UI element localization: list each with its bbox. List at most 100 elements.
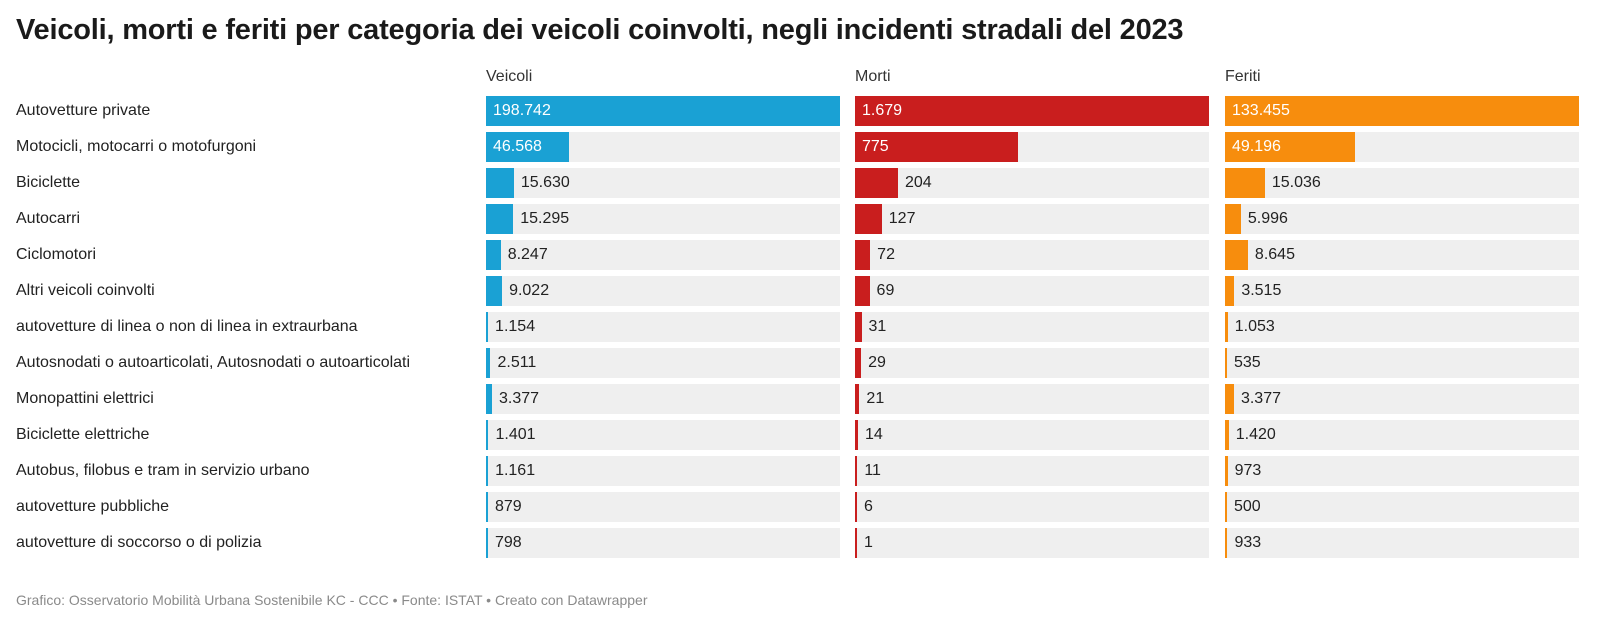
bar-morti	[855, 528, 857, 558]
value-label: 8.247	[507, 246, 548, 263]
row-label: Biciclette elettriche	[16, 426, 150, 443]
value-label: 15.295	[520, 210, 570, 227]
bar-track: 1.420	[1225, 420, 1579, 450]
bar-veicoli	[486, 528, 488, 558]
bar-veicoli	[486, 168, 514, 198]
bar-morti	[855, 312, 862, 342]
value-label: 3.377	[499, 390, 540, 407]
column-header-0: Veicoli	[486, 68, 533, 85]
bar-track: 973	[1225, 456, 1579, 486]
bar-morti	[855, 420, 858, 450]
bar-veicoli	[486, 240, 501, 270]
bar-track: 204	[855, 168, 1209, 198]
value-label: 9.022	[509, 282, 550, 299]
row-label: autovetture di soccorso o di polizia	[16, 534, 262, 551]
bar-track: 8.645	[1225, 240, 1579, 270]
bar-veicoli	[486, 276, 503, 306]
bar-feriti	[1225, 528, 1228, 558]
bar-track: 69	[855, 276, 1209, 306]
bar-veicoli	[486, 132, 569, 162]
bar-track: 1.053	[1225, 312, 1579, 342]
value-label: 3.515	[1241, 282, 1282, 299]
bar-feriti	[1225, 348, 1227, 378]
row-label: Altri veicoli coinvolti	[16, 282, 155, 299]
bar-feriti	[1225, 132, 1356, 162]
bar-track: 15.295	[486, 204, 840, 234]
row-label: Autosnodati o autoarticolati, Autosnodat…	[16, 354, 411, 371]
row-label: autovetture di linea o non di linea in e…	[16, 318, 358, 335]
bar-track: 5.996	[1225, 204, 1579, 234]
bar-feriti	[1225, 384, 1234, 414]
bar-track: 535	[1225, 348, 1579, 378]
row-label: Motocicli, motocarri o motofurgoni	[16, 138, 257, 155]
value-label: 933	[1234, 534, 1262, 551]
bar-track: 21	[855, 384, 1209, 414]
row-label: Autocarri	[16, 210, 81, 227]
row-label: Biciclette	[16, 174, 81, 191]
column-header-1: Morti	[855, 68, 891, 85]
bar-morti	[855, 204, 882, 234]
value-label: 775	[862, 138, 889, 155]
value-label: 535	[1234, 354, 1261, 371]
value-label: 133.455	[1232, 102, 1290, 119]
bar-track: 3.377	[486, 384, 840, 414]
value-label: 1.053	[1234, 318, 1275, 335]
bar-veicoli	[486, 492, 488, 522]
value-label: 1	[864, 534, 873, 551]
value-label: 798	[495, 534, 522, 551]
value-label: 204	[905, 174, 932, 191]
value-label: 973	[1234, 462, 1262, 479]
bar-track: 1.161	[486, 456, 840, 486]
row-label: Autobus, filobus e tram in servizio urba…	[16, 462, 310, 479]
bar-veicoli	[486, 384, 492, 414]
value-label: 46.568	[493, 138, 542, 155]
value-label: 1.161	[495, 462, 536, 479]
bar-feriti	[1225, 240, 1248, 270]
bar-track: 1	[855, 528, 1209, 558]
bar-feriti	[1225, 492, 1227, 522]
bar-feriti	[1225, 204, 1241, 234]
bar-morti	[855, 96, 1209, 126]
bar-morti	[855, 456, 858, 486]
row-label: Autovetture private	[16, 102, 151, 119]
bar-veicoli	[486, 456, 489, 486]
bar-morti	[855, 348, 862, 378]
bar-track: 72	[855, 240, 1209, 270]
bar-track: 15.630	[486, 168, 840, 198]
bar-track: 49.196	[1225, 132, 1579, 162]
bar-track: 775	[855, 132, 1209, 162]
value-label: 1.154	[495, 318, 536, 335]
column-header-2: Feriti	[1225, 68, 1261, 85]
bar-track: 198.742	[486, 96, 840, 126]
row-label: autovetture pubbliche	[16, 498, 169, 515]
value-label: 15.630	[520, 174, 570, 191]
value-label: 2.511	[497, 354, 537, 371]
value-label: 21	[866, 390, 885, 407]
value-label: 3.377	[1240, 390, 1281, 407]
value-label: 14	[864, 426, 883, 443]
bar-track: 1.679	[855, 96, 1209, 126]
bar-track: 31	[855, 312, 1209, 342]
bar-morti	[855, 168, 898, 198]
value-label: 127	[888, 210, 916, 227]
value-label: 5.996	[1247, 210, 1288, 227]
bar-track: 1.154	[486, 312, 840, 342]
bar-feriti	[1225, 312, 1228, 342]
chart-footer: Grafico: Osservatorio Mobilità Urbana So…	[16, 592, 648, 608]
bar-morti	[855, 384, 860, 414]
bar-track: 15.036	[1225, 168, 1579, 198]
bar-track: 11	[855, 456, 1209, 486]
bar-track: 933	[1225, 528, 1579, 558]
value-label: 500	[1234, 498, 1261, 515]
bar-feriti	[1225, 168, 1265, 198]
value-label: 31	[868, 318, 887, 335]
bar-veicoli	[486, 420, 489, 450]
bar-track: 3.515	[1225, 276, 1579, 306]
value-label: 72	[877, 246, 895, 263]
value-label: 1.420	[1235, 426, 1276, 443]
value-label: 8.645	[1254, 246, 1295, 263]
bar-track: 1.401	[486, 420, 840, 450]
bar-track: 879	[486, 492, 840, 522]
bar-track: 6	[855, 492, 1209, 522]
bar-morti	[855, 132, 1019, 162]
